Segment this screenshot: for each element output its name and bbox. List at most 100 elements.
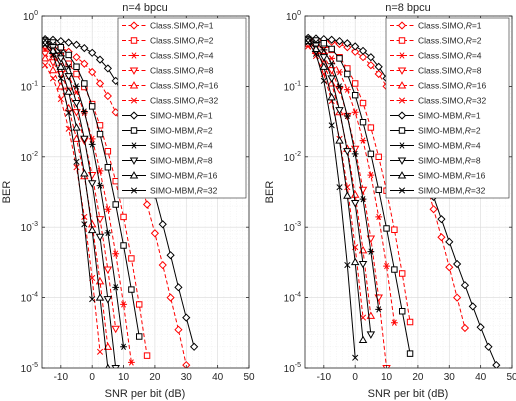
data-point-class-simo-r-2 xyxy=(367,124,375,131)
data-point-class-simo-r-2 xyxy=(359,99,367,107)
legend-entry-simo-mbm-r-32: SIMO-MBM,R=32 xyxy=(122,186,218,196)
data-point-simo-mbm-r-1 xyxy=(158,220,167,229)
legend-entry-simo-mbm-r-16: SIMO-MBM,R=16 xyxy=(390,171,486,181)
data-point-simo-mbm-r-2 xyxy=(328,45,335,53)
legend-entry-simo-mbm-r-8: SIMO-MBM,R=8 xyxy=(122,156,213,166)
data-point-class-simo-r-2 xyxy=(73,70,80,78)
data-point-class-simo-r-2 xyxy=(104,148,112,155)
data-point-simo-mbm-r-1 xyxy=(437,215,446,224)
data-point-class-simo-r-2 xyxy=(143,352,151,359)
y-axis-label: BER xyxy=(1,181,13,204)
x-tick-label: 50 xyxy=(506,372,516,383)
data-point-simo-mbm-r-8 xyxy=(56,55,66,63)
data-point-class-simo-r-8 xyxy=(111,325,120,334)
data-point-simo-mbm-r-1 xyxy=(327,35,336,44)
legend-label: SIMO-MBM,R=2 xyxy=(418,126,481,136)
data-point-simo-mbm-r-1 xyxy=(335,36,344,46)
data-point-class-simo-r-2 xyxy=(406,318,414,326)
data-point-simo-mbm-r-1 xyxy=(445,237,454,246)
legend-entry-class-simo-r-32: Class.SIMO,R=32 xyxy=(390,96,487,106)
data-point-simo-mbm-r-32 xyxy=(312,50,320,57)
x-tick-label: 20 xyxy=(149,372,161,383)
data-point-simo-mbm-r-1 xyxy=(95,55,105,64)
legend-label: Class.SIMO,R=16 xyxy=(150,81,219,91)
data-point-simo-mbm-r-2 xyxy=(344,70,351,78)
data-point-simo-mbm-r-32 xyxy=(89,296,96,303)
data-point-simo-mbm-r-8 xyxy=(95,233,105,242)
series-simo-mbm-r-32 xyxy=(305,39,359,361)
data-point-simo-mbm-r-32 xyxy=(336,184,343,191)
data-point-class-simo-r-1 xyxy=(358,53,368,62)
x-tick-label: 10 xyxy=(381,372,393,383)
y-tick-label: 10-1 xyxy=(21,80,38,93)
legend-entry-class-simo-r-2: Class.SIMO,R=2 xyxy=(122,36,214,46)
data-point-simo-mbm-r-2 xyxy=(406,350,414,357)
data-point-simo-mbm-r-2 xyxy=(96,130,104,138)
data-point-class-simo-r-32 xyxy=(49,75,57,82)
data-point-class-simo-r-32 xyxy=(96,348,104,355)
chart-panel-n4: n=4 bpcu SNR per bit (dB) BER -10 0 10 20 30… xyxy=(1,2,255,400)
legend-entry-simo-mbm-r-1: SIMO-MBM,R=1 xyxy=(390,111,481,121)
series-simo-mbm-r-2 xyxy=(42,37,143,340)
data-point-class-simo-r-1 xyxy=(142,200,152,209)
data-point-simo-mbm-r-4 xyxy=(343,112,351,120)
data-point-simo-mbm-r-8 xyxy=(64,73,73,81)
legend-label: SIMO-MBM,R=8 xyxy=(150,156,213,166)
data-point-class-simo-r-2 xyxy=(351,80,359,87)
data-point-simo-mbm-r-8 xyxy=(366,331,376,339)
data-point-class-simo-r-2 xyxy=(128,255,135,262)
data-point-simo-mbm-r-8 xyxy=(103,296,113,304)
plot-frame xyxy=(41,15,250,369)
data-point-simo-mbm-r-4 xyxy=(367,248,375,255)
legend-marker xyxy=(129,21,139,30)
data-point-simo-mbm-r-1 xyxy=(358,46,368,55)
data-point-simo-mbm-r-1 xyxy=(476,323,485,332)
data-point-class-simo-r-4 xyxy=(367,171,375,179)
legend-label: Class.SIMO,R=8 xyxy=(418,66,482,76)
legend-marker xyxy=(398,37,406,44)
data-point-simo-mbm-r-16 xyxy=(95,293,105,301)
series-line-simo-mbm-r-8 xyxy=(44,41,117,368)
legend-entry-class-simo-r-2: Class.SIMO,R=2 xyxy=(390,36,482,46)
data-point-simo-mbm-r-2 xyxy=(336,55,343,62)
data-point-simo-mbm-r-2 xyxy=(351,91,359,99)
data-point-simo-mbm-r-16 xyxy=(80,169,89,177)
legend-entry-class-simo-r-16: Class.SIMO,R=16 xyxy=(122,81,219,91)
data-point-simo-mbm-r-1 xyxy=(174,283,183,292)
data-point-class-simo-r-4 xyxy=(390,319,398,326)
data-point-simo-mbm-r-2 xyxy=(375,186,382,194)
legend-marker xyxy=(397,171,407,179)
data-point-simo-mbm-r-32 xyxy=(65,109,72,116)
data-point-simo-mbm-r-2 xyxy=(391,266,398,273)
data-point-class-simo-r-32 xyxy=(57,96,64,103)
legend-entry-class-simo-r-8: Class.SIMO,R=8 xyxy=(390,66,482,76)
data-point-simo-mbm-r-4 xyxy=(375,306,383,313)
x-tick-label: 40 xyxy=(212,372,224,383)
series-class-simo-r-32 xyxy=(42,62,104,355)
series-simo-mbm-r-16 xyxy=(42,38,111,368)
data-point-simo-mbm-r-8 xyxy=(343,148,352,156)
legend: Class.SIMO,R=1 Class.SIMO,R=2 Class.SIMO,R… xyxy=(385,17,510,199)
chart-title: n=4 bpcu xyxy=(122,2,168,14)
data-point-simo-mbm-r-16 xyxy=(105,363,111,368)
data-point-class-simo-r-4 xyxy=(96,167,104,175)
data-point-class-simo-r-4 xyxy=(375,213,383,221)
legend-entry-simo-mbm-r-32: SIMO-MBM,R=32 xyxy=(390,186,486,196)
data-point-class-simo-r-8 xyxy=(103,266,113,274)
legend-entry-simo-mbm-r-1: SIMO-MBM,R=1 xyxy=(122,111,213,121)
legend-entry-class-simo-r-4: Class.SIMO,R=4 xyxy=(122,51,214,61)
data-point-simo-mbm-r-1 xyxy=(190,342,199,351)
data-point-class-simo-r-16 xyxy=(48,65,58,74)
x-tick-label: 50 xyxy=(243,372,255,383)
data-point-simo-mbm-r-16 xyxy=(319,62,329,70)
data-point-simo-mbm-r-1 xyxy=(103,64,112,73)
data-point-class-simo-r-2 xyxy=(120,213,127,221)
x-tick-label: 40 xyxy=(475,372,487,383)
series-simo-mbm-r-8 xyxy=(42,38,120,368)
legend-entry-simo-mbm-r-16: SIMO-MBM,R=16 xyxy=(122,171,218,181)
legend-marker xyxy=(397,81,407,89)
data-point-class-simo-r-4 xyxy=(104,206,112,213)
legend-marker xyxy=(397,67,407,75)
y-tick-label: 10-5 xyxy=(284,362,301,375)
